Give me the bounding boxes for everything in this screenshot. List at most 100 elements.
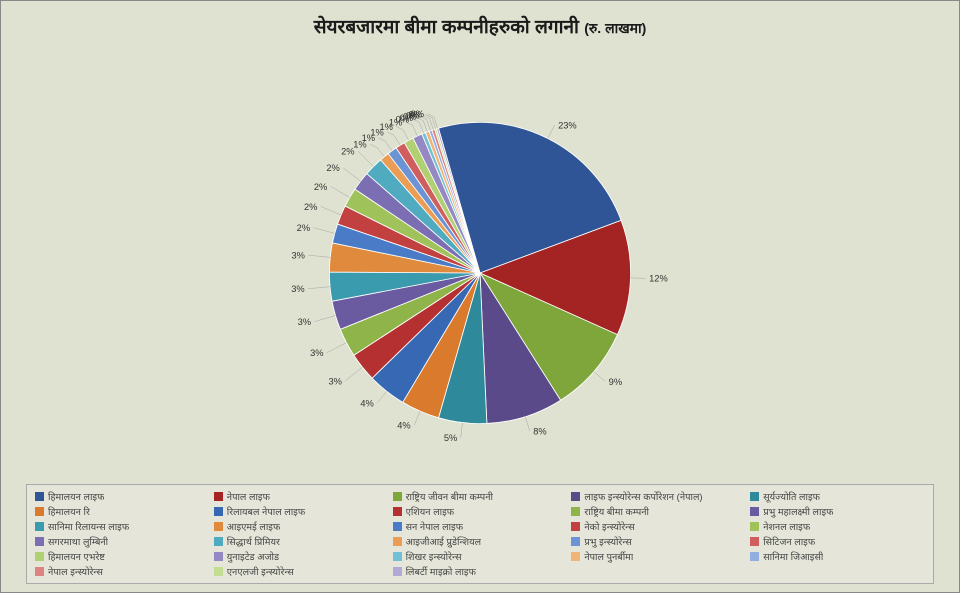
pct-label: 3% bbox=[298, 317, 311, 327]
legend-swatch bbox=[750, 522, 759, 531]
legend-item: एनएलजी इन्स्योरेन्स bbox=[212, 564, 391, 579]
leader-line bbox=[387, 132, 400, 145]
legend-label: एनएलजी इन्स्योरेन्स bbox=[227, 565, 294, 578]
pct-label: 3% bbox=[328, 376, 341, 386]
legend-swatch bbox=[214, 522, 223, 531]
legend-label: नेपाल इन्स्योरेन्स bbox=[48, 565, 103, 578]
legend-item: नेशनल लाइफ bbox=[748, 519, 927, 534]
legend-swatch bbox=[214, 567, 223, 576]
legend-label: सानिमा जिआइसी bbox=[763, 550, 823, 563]
leader-line bbox=[321, 206, 341, 215]
legend-swatch bbox=[393, 507, 402, 516]
legend-label: प्रभु इन्स्योरेन्स bbox=[584, 535, 631, 548]
pct-label: 2% bbox=[314, 182, 327, 192]
legend-row: नेपाल इन्स्योरेन्स एनएलजी इन्स्योरेन्स लिब… bbox=[33, 564, 927, 579]
pct-label: 5% bbox=[444, 433, 457, 443]
legend-swatch bbox=[35, 567, 44, 576]
legend-swatch bbox=[393, 492, 402, 501]
legend-label: एशियन लाइफ bbox=[406, 505, 455, 518]
legend-swatch bbox=[393, 567, 402, 576]
leader-line bbox=[461, 422, 463, 437]
legend-swatch bbox=[35, 507, 44, 516]
pct-label: 3% bbox=[291, 284, 304, 294]
pct-label: 0% bbox=[411, 109, 424, 119]
legend-label: राष्ट्रिय बीमा कम्पनी bbox=[584, 505, 649, 518]
legend-label: शिखर इन्स्योरेन्स bbox=[406, 550, 462, 563]
legend-swatch bbox=[393, 522, 402, 531]
legend-item: प्रभु महालक्ष्मी लाइफ bbox=[748, 504, 927, 519]
pct-label: 2% bbox=[297, 223, 310, 233]
legend-swatch bbox=[571, 492, 580, 501]
legend-swatch bbox=[214, 552, 223, 561]
legend-label: सिद्धार्थ प्रिमियर bbox=[227, 535, 280, 548]
pct-label: 2% bbox=[304, 202, 317, 212]
legend-item: राष्ट्रिय जीवन बीमा कम्पनी bbox=[391, 489, 570, 504]
legend-item: आइएमई लाइफ bbox=[212, 519, 391, 534]
legend-label: युनाइटेड अजोड bbox=[227, 550, 279, 563]
pct-label: 3% bbox=[291, 250, 304, 260]
legend-item: प्रभु इन्स्योरेन्स bbox=[569, 534, 748, 549]
legend-label: रिलायबल नेपाल लाइफ bbox=[227, 505, 305, 518]
leader-line bbox=[378, 138, 392, 151]
chart-title: सेयरबजारमा बीमा कम्पनीहरुको लगानी (रु. ल… bbox=[1, 1, 959, 39]
legend-item: नेको इन्स्योरेन्स bbox=[569, 519, 748, 534]
leader-line bbox=[327, 342, 347, 352]
legend-swatch bbox=[571, 507, 580, 516]
legend-label: लाइफ इन्स्योरेन्स कर्पोरेशन (नेपाल) bbox=[584, 490, 702, 503]
legend-swatch bbox=[214, 492, 223, 501]
legend-item: सगरमाथा लुम्बिनी bbox=[33, 534, 212, 549]
legend-swatch bbox=[571, 522, 580, 531]
legend-label: नेपाल लाइफ bbox=[227, 490, 270, 503]
legend-swatch bbox=[571, 552, 580, 561]
legend-item bbox=[569, 564, 748, 579]
leader-line bbox=[345, 367, 362, 381]
chart-container: सेयरबजारमा बीमा कम्पनीहरुको लगानी (रु. ल… bbox=[1, 1, 959, 592]
legend-label: राष्ट्रिय जीवन बीमा कम्पनी bbox=[406, 490, 493, 503]
legend-item: लाइफ इन्स्योरेन्स कर्पोरेशन (नेपाल) bbox=[569, 489, 748, 504]
legend-item: सिटिजन लाइफ bbox=[748, 534, 927, 549]
legend-item: हिमालयन रि bbox=[33, 504, 212, 519]
legend-label: नेपाल पुनर्बीमा bbox=[584, 550, 633, 563]
legend-item: युनाइटेड अजोड bbox=[212, 549, 391, 564]
legend-swatch bbox=[571, 537, 580, 546]
legend-item: आइजीआई प्रुडेन्शियल bbox=[391, 534, 570, 549]
legend-label: सूर्यज्योति लाइफ bbox=[763, 490, 820, 503]
legend-label: लिबर्टी माइक्रो लाइफ bbox=[406, 565, 476, 578]
leader-line bbox=[377, 391, 386, 403]
legend-item: सूर्यज्योति लाइफ bbox=[748, 489, 927, 504]
leader-line bbox=[594, 371, 606, 381]
legend-row: हिमालयन रि रिलायबल नेपाल लाइफ एशियन लाइफ रा… bbox=[33, 504, 927, 519]
legend-row: सानिमा रिलायन्स लाइफआइएमई लाइफसन नेपाल ल… bbox=[33, 519, 927, 534]
legend-label: प्रभु महालक्ष्मी लाइफ bbox=[763, 505, 833, 518]
pct-label: 8% bbox=[533, 426, 546, 436]
legend-label: आइएमई लाइफ bbox=[227, 520, 281, 533]
legend-item: रिलायबल नेपाल लाइफ bbox=[212, 504, 391, 519]
pct-label: 23% bbox=[558, 120, 577, 130]
legend-item: नेपाल लाइफ bbox=[212, 489, 391, 504]
title-sub: (रु. लाखमा) bbox=[584, 20, 646, 36]
legend-label: आइजीआई प्रुडेन्शियल bbox=[406, 535, 481, 548]
pct-label: 9% bbox=[609, 377, 622, 387]
legend-swatch bbox=[214, 537, 223, 546]
legend-row: सगरमाथा लुम्बिनी सिद्धार्थ प्रिमियर आइजीआई… bbox=[33, 534, 927, 549]
legend-swatch bbox=[35, 522, 44, 531]
leader-line bbox=[308, 287, 330, 289]
leader-line bbox=[548, 125, 555, 139]
leader-line bbox=[331, 186, 350, 197]
legend-label: नेशनल लाइफ bbox=[763, 520, 810, 533]
leader-line bbox=[414, 411, 420, 425]
legend-item: राष्ट्रिय बीमा कम्पनी bbox=[569, 504, 748, 519]
legend-label: नेको इन्स्योरेन्स bbox=[584, 520, 634, 533]
pct-label: 2% bbox=[326, 163, 339, 173]
legend-item: हिमालयन लाइफ bbox=[33, 489, 212, 504]
legend-swatch bbox=[750, 492, 759, 501]
legend-swatch bbox=[214, 507, 223, 516]
legend-swatch bbox=[393, 537, 402, 546]
legend-swatch bbox=[35, 537, 44, 546]
leader-line bbox=[370, 144, 384, 157]
legend: हिमालयन लाइफ नेपाल लाइफ राष्ट्रिय जीवन बीम… bbox=[26, 484, 934, 584]
legend-label: हिमालयन रि bbox=[48, 505, 90, 518]
leader-line bbox=[343, 168, 360, 181]
legend-item: सिद्धार्थ प्रिमियर bbox=[212, 534, 391, 549]
legend-label: सानिमा रिलायन्स लाइफ bbox=[48, 520, 129, 533]
